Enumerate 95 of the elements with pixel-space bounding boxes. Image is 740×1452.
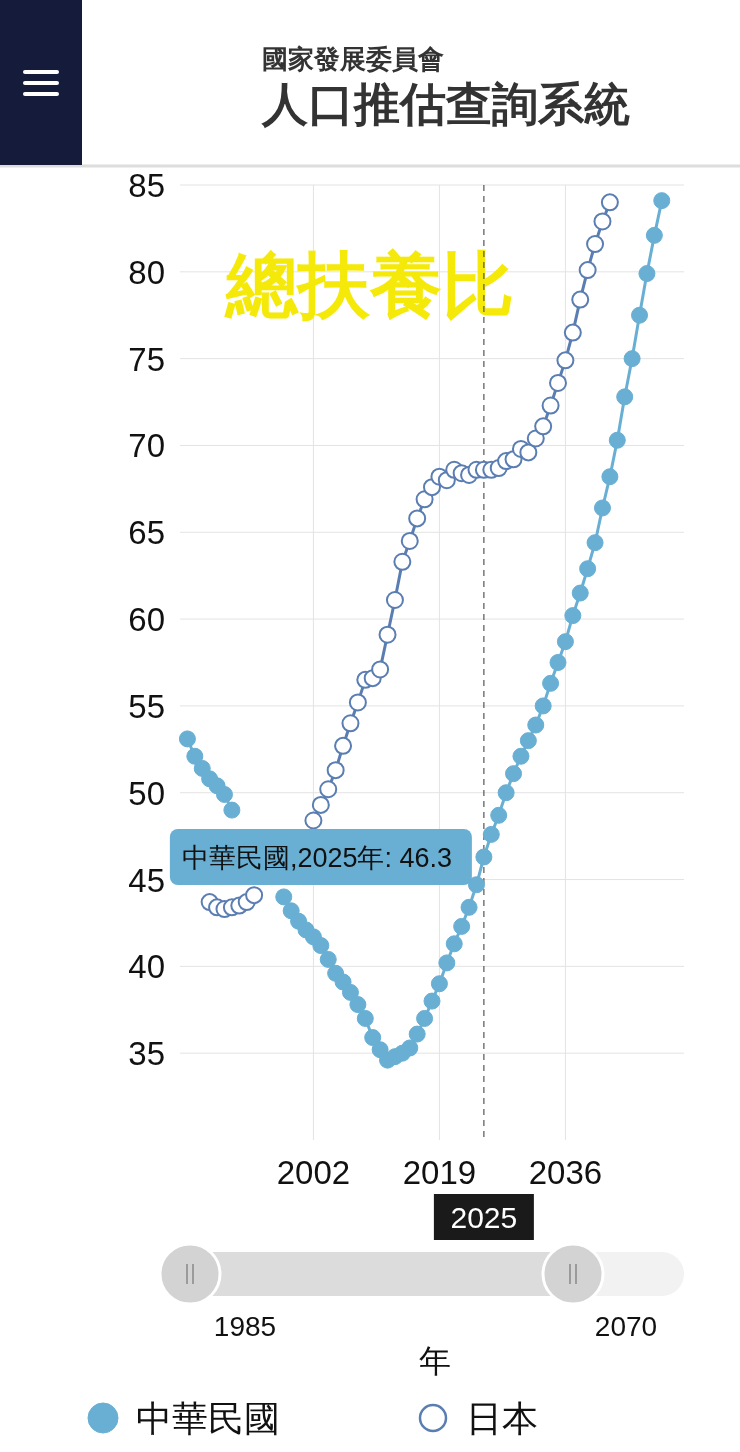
- y-tick-label: 85: [128, 167, 165, 204]
- point: [215, 785, 233, 803]
- point: [245, 886, 264, 905]
- point: [341, 714, 360, 733]
- point: [600, 193, 619, 212]
- point: [304, 811, 323, 830]
- point: [519, 732, 537, 750]
- x-tick-label: 2036: [528, 1154, 603, 1191]
- point: [223, 801, 241, 819]
- point: [482, 825, 500, 843]
- point: [341, 983, 359, 1001]
- point: [326, 761, 345, 780]
- point: [460, 898, 478, 916]
- point: [423, 992, 441, 1010]
- point: [393, 552, 412, 571]
- point: [364, 1029, 382, 1047]
- y-tick-label: 40: [128, 948, 165, 986]
- point: [430, 975, 448, 993]
- text: 1985: [213, 1311, 277, 1342]
- text: 2070: [594, 1311, 658, 1342]
- y-tick-label: 80: [128, 253, 165, 291]
- point: [400, 531, 419, 550]
- point: [556, 351, 575, 370]
- point: [505, 765, 523, 783]
- point: [542, 674, 560, 692]
- point: [467, 876, 485, 894]
- point: [453, 917, 471, 935]
- point: [512, 747, 530, 765]
- point: [497, 784, 515, 802]
- y-tick-label: 50: [128, 774, 165, 812]
- point: [349, 996, 367, 1014]
- y-tick-label: 60: [128, 601, 165, 639]
- legend-label: 日本: [466, 1398, 538, 1439]
- point: [571, 584, 589, 602]
- point: [371, 660, 390, 679]
- point: [645, 226, 663, 244]
- point: [408, 1025, 426, 1043]
- y-tick-label: 55: [128, 687, 165, 725]
- point: [348, 693, 367, 712]
- point: [334, 736, 353, 755]
- point: [438, 954, 456, 972]
- point: [490, 806, 508, 824]
- point: [311, 795, 330, 814]
- point: [608, 431, 626, 449]
- point: [312, 937, 330, 955]
- point: [186, 747, 204, 765]
- point: [601, 468, 619, 486]
- x-tick-label: 2002: [276, 1154, 351, 1191]
- point: [556, 633, 574, 651]
- point: [563, 323, 582, 342]
- point: [385, 590, 404, 609]
- point: [593, 499, 611, 517]
- point: [416, 1009, 434, 1027]
- point: [445, 935, 463, 953]
- legend-label: 中華民國: [136, 1398, 280, 1439]
- x-axis-title: 年: [419, 1343, 451, 1379]
- point: [319, 950, 337, 968]
- point: [178, 730, 196, 748]
- point: [527, 716, 545, 734]
- ref-line-label: 2025: [450, 1201, 518, 1234]
- y-tick-label: 70: [128, 427, 165, 465]
- y-tick-label: 75: [128, 340, 165, 378]
- point: [564, 607, 582, 625]
- point: [549, 373, 567, 392]
- point: [638, 265, 656, 283]
- point: [401, 1039, 419, 1057]
- point: [475, 848, 493, 866]
- text: 國家發展委員會: [262, 44, 444, 74]
- point: [541, 396, 560, 415]
- point: [586, 235, 605, 254]
- point: [579, 560, 597, 578]
- point: [519, 443, 538, 462]
- y-tick-label: 65: [128, 514, 165, 552]
- point: [631, 306, 649, 324]
- y-tick-label: 45: [128, 861, 165, 899]
- point: [356, 1009, 374, 1027]
- point: [586, 534, 604, 552]
- annotation: 中華民國,2025年: 46.3: [181, 842, 453, 873]
- point: [534, 697, 552, 715]
- y-tick-label: 35: [128, 1035, 165, 1073]
- point: [319, 780, 338, 799]
- point: [534, 417, 553, 436]
- point: [653, 192, 671, 210]
- point: [378, 625, 397, 644]
- x-tick-label: 2019: [402, 1154, 477, 1191]
- point: [549, 654, 567, 671]
- point: [275, 888, 293, 906]
- point: [593, 212, 612, 231]
- text: 人口推估查詢系統: [261, 78, 630, 130]
- point: [623, 350, 641, 368]
- point: [578, 261, 597, 280]
- point: [616, 388, 634, 406]
- point: [571, 290, 590, 309]
- text: 總扶養比: [224, 245, 514, 325]
- point: [408, 509, 427, 528]
